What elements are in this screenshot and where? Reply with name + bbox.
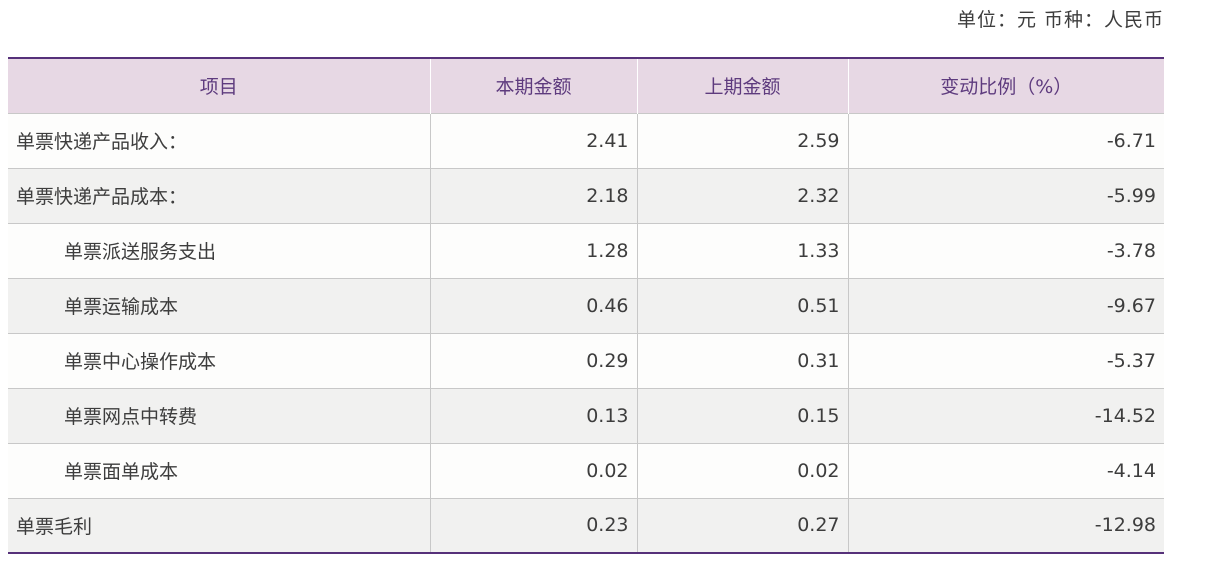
prior-amount-cell: 0.31 [637, 332, 849, 388]
per-ticket-financials-table: 项目 本期金额 上期金额 变动比例（%） 单票快递产品收入： 2.41 2.59… [8, 57, 1164, 554]
change-ratio-cell: -6.71 [848, 112, 1164, 168]
prior-amount-cell: 2.59 [637, 112, 849, 168]
prior-amount-cell: 0.02 [637, 442, 849, 498]
change-ratio-cell: -5.37 [848, 332, 1164, 388]
prior-amount-cell: 0.51 [637, 277, 849, 333]
column-header-prior-amount: 上期金额 [637, 58, 849, 113]
current-amount-cell: 2.41 [430, 112, 638, 168]
prior-amount-cell: 0.27 [637, 497, 849, 553]
column-header-current-amount: 本期金额 [430, 58, 638, 113]
table-row: 单票快递产品成本： 2.18 2.32 -5.99 [8, 167, 1164, 223]
table-row: 单票快递产品收入： 2.41 2.59 -6.71 [8, 112, 1164, 168]
table-row: 单票毛利 0.23 0.27 -12.98 [8, 497, 1164, 553]
table-row: 单票面单成本 0.02 0.02 -4.14 [8, 442, 1164, 498]
item-cell: 单票派送服务支出 [8, 222, 431, 278]
prior-amount-cell: 0.15 [637, 387, 849, 443]
table-row: 单票网点中转费 0.13 0.15 -14.52 [8, 387, 1164, 443]
table-body: 单票快递产品收入： 2.41 2.59 -6.71 单票快递产品成本： 2.18… [8, 112, 1164, 553]
current-amount-cell: 0.02 [430, 442, 638, 498]
item-cell: 单票面单成本 [8, 442, 431, 498]
item-cell: 单票快递产品成本： [8, 167, 431, 223]
change-ratio-cell: -4.14 [848, 442, 1164, 498]
item-cell: 单票中心操作成本 [8, 332, 431, 388]
current-amount-cell: 1.28 [430, 222, 638, 278]
prior-amount-cell: 2.32 [637, 167, 849, 223]
current-amount-cell: 0.29 [430, 332, 638, 388]
unit-currency-note: 单位：元 币种：人民币 [956, 9, 1164, 31]
change-ratio-cell: -5.99 [848, 167, 1164, 223]
current-amount-cell: 2.18 [430, 167, 638, 223]
change-ratio-cell: -9.67 [848, 277, 1164, 333]
change-ratio-cell: -14.52 [848, 387, 1164, 443]
item-cell: 单票运输成本 [8, 277, 431, 333]
item-cell: 单票快递产品收入： [8, 112, 431, 168]
current-amount-cell: 0.23 [430, 497, 638, 553]
table-header: 项目 本期金额 上期金额 变动比例（%） [8, 58, 1164, 113]
header-row: 项目 本期金额 上期金额 变动比例（%） [8, 58, 1164, 113]
table-row: 单票运输成本 0.46 0.51 -9.67 [8, 277, 1164, 333]
current-amount-cell: 0.46 [430, 277, 638, 333]
current-amount-cell: 0.13 [430, 387, 638, 443]
table-row: 单票中心操作成本 0.29 0.31 -5.37 [8, 332, 1164, 388]
change-ratio-cell: -3.78 [848, 222, 1164, 278]
item-cell: 单票网点中转费 [8, 387, 431, 443]
column-header-item: 项目 [8, 58, 431, 113]
prior-amount-cell: 1.33 [637, 222, 849, 278]
item-cell: 单票毛利 [8, 497, 431, 553]
change-ratio-cell: -12.98 [848, 497, 1164, 553]
table-row: 单票派送服务支出 1.28 1.33 -3.78 [8, 222, 1164, 278]
column-header-change-ratio: 变动比例（%） [848, 58, 1164, 113]
